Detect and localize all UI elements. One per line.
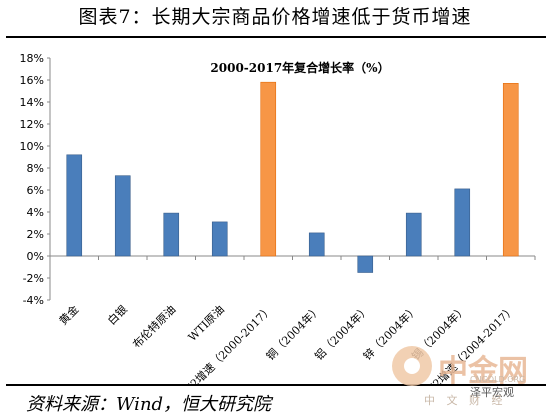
chart-bars [66, 81, 519, 273]
x-tick-label: 白银 [104, 302, 129, 327]
watermark-url: CNGOLD.ORG [470, 375, 526, 384]
y-tick-label: 16% [20, 74, 44, 87]
chart-axes: -4% -2% 0% 2% 4% 6% 8% 10% 12% 14% 16% 18% [20, 52, 536, 307]
bar-8 [454, 188, 471, 257]
x-tick-label: 黄金 [56, 302, 81, 327]
chart-title: 2000-2017年复合增长率（%） [210, 60, 389, 75]
x-tick-label: WTI原油 [185, 302, 227, 344]
y-tick-label: 14% [20, 96, 44, 109]
y-tick-label: 8% [27, 162, 44, 175]
watermark-wechat: 泽平宏观 [470, 386, 514, 399]
bar-1 [114, 175, 131, 257]
y-tick-label: 12% [20, 118, 44, 131]
bar-5 [308, 232, 325, 257]
bar-4 [260, 81, 277, 257]
x-tick-label: 布伦特原油 [130, 302, 179, 351]
figure-title: 图表7：长期大宗商品价格增速低于货币增速 [78, 6, 472, 28]
bar-6 [357, 255, 374, 273]
header: 图表7：长期大宗商品价格增速低于货币增速 [0, 0, 550, 36]
source-divider [6, 384, 546, 386]
y-tick-label: -4% [23, 294, 44, 307]
y-tick-label: 2% [27, 228, 44, 241]
bar-2 [163, 212, 180, 257]
bar-3 [211, 221, 228, 257]
watermark-logo-icon [392, 346, 432, 386]
y-tick-label: 6% [27, 184, 44, 197]
title-divider [6, 36, 546, 38]
y-tick-label: 4% [27, 206, 44, 219]
bar-9 [502, 82, 519, 257]
y-tick-label: -2% [23, 272, 44, 285]
watermark-name: 中金网 [438, 354, 528, 389]
y-tick-label: 0% [27, 250, 44, 263]
bar-0 [66, 154, 83, 257]
bar-chart: -4% -2% 0% 2% 4% 6% 8% 10% 12% 14% 16% 18% 黄金 白银 布伦特原… [20, 52, 536, 384]
y-tick-label: 18% [20, 52, 44, 65]
y-tick-label: 10% [20, 140, 44, 153]
watermark-subtitle: 中 文 财 经 [424, 394, 507, 407]
source-note: 资料来源：Wind，恒大研究院 [26, 394, 272, 415]
bar-7 [405, 212, 422, 257]
